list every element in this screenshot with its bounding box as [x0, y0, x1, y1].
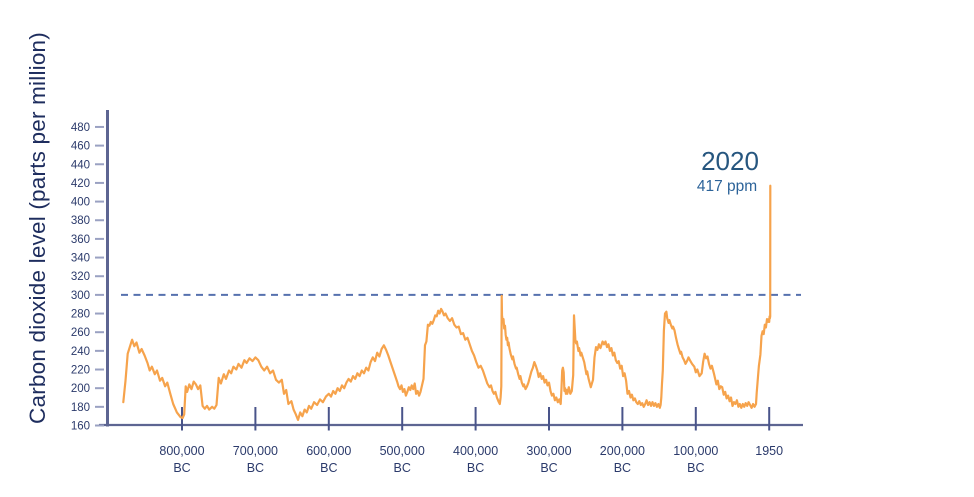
- y-tick-label: 360: [71, 234, 90, 246]
- y-axis-title: Carbon dioxide level (parts per million): [25, 32, 50, 424]
- y-tick-label: 260: [71, 327, 90, 339]
- x-tick-label: 200,000: [600, 444, 645, 458]
- x-tick-label: 300,000: [526, 444, 571, 458]
- x-axis-ticks: 800,000 BC 700,000 BC 600,000 BC 500,000 BC 400,…: [159, 407, 783, 475]
- y-tick-label: 320: [71, 271, 90, 283]
- y-tick-label: 420: [71, 178, 90, 190]
- x-tick-sublabel: BC: [614, 461, 631, 475]
- y-tick-label: 460: [71, 141, 90, 153]
- x-tick-label: 400,000: [453, 444, 498, 458]
- x-tick-sublabel: BC: [320, 461, 337, 475]
- y-tick-label: 240: [71, 346, 90, 358]
- co2-data-line: [122, 184, 772, 421]
- y-tick-label: 200: [71, 383, 90, 395]
- x-tick-label: 100,000: [673, 444, 718, 458]
- x-tick-label: 800,000: [159, 444, 204, 458]
- x-tick-label: 1950: [755, 444, 783, 458]
- y-tick-label: 480: [71, 122, 90, 134]
- x-tick-sublabel: BC: [467, 461, 484, 475]
- annotation-417ppm: 417 ppm: [697, 178, 757, 195]
- y-tick-label: 400: [71, 197, 90, 209]
- x-tick-sublabel: BC: [394, 461, 411, 475]
- y-tick-label: 220: [71, 365, 90, 377]
- annotation-year-2020: 2020: [701, 146, 759, 176]
- x-tick-sublabel: BC: [540, 461, 557, 475]
- x-tick-sublabel: BC: [173, 461, 190, 475]
- y-tick-label: 380: [71, 215, 90, 227]
- x-tick-label: 700,000: [233, 444, 278, 458]
- y-tick-label: 300: [71, 290, 90, 302]
- x-tick-sublabel: BC: [687, 461, 704, 475]
- x-tick-sublabel: BC: [247, 461, 264, 475]
- y-tick-label: 160: [71, 421, 90, 433]
- y-tick-label: 180: [71, 402, 90, 414]
- y-tick-label: 340: [71, 253, 90, 265]
- x-tick-label: 600,000: [306, 444, 351, 458]
- x-tick-label: 500,000: [380, 444, 425, 458]
- y-tick-label: 280: [71, 309, 90, 321]
- y-axis-ticks: 480 460 440 420 400 380 360 340 320 300 280 260 240 2…: [71, 122, 104, 433]
- y-tick-label: 440: [71, 159, 90, 171]
